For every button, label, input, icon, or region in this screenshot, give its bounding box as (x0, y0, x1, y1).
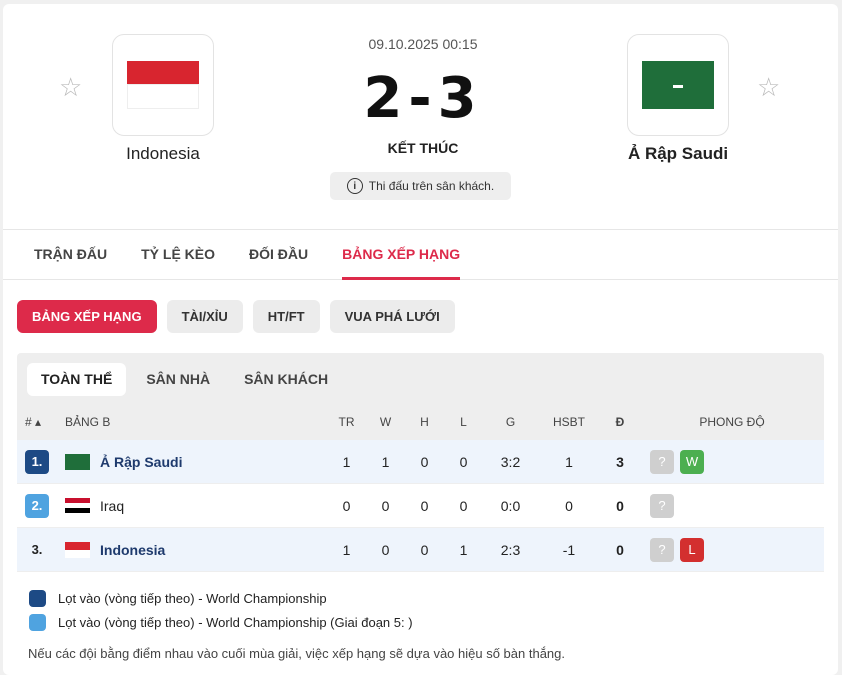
standings-subtabs: TOÀN THỂ SÂN NHÀ SÂN KHÁCH (17, 353, 824, 405)
legend-swatch (29, 589, 46, 607)
goal-diff: 0 (565, 497, 573, 514)
standings-table: TOÀN THỂ SÂN NHÀ SÂN KHÁCH # ▴ BẢNG B TR… (17, 353, 824, 572)
subtab-away[interactable]: SÂN KHÁCH (244, 370, 329, 387)
team-name[interactable]: Ả Rập Saudi (100, 453, 183, 470)
table-row[interactable]: 2. Iraq 0 0 0 0 0:0 0 0 ? (17, 484, 824, 528)
header-w[interactable]: W (379, 415, 392, 429)
main-tabs: TRẬN ĐẤU TỶ LỆ KÈO ĐỐI ĐẦU BẢNG XẾP HẠNG (3, 230, 838, 280)
team-name[interactable]: Indonesia (100, 541, 166, 558)
points: 3 (616, 453, 624, 470)
venue-note: i Thi đấu trên sân khách. (330, 172, 511, 200)
form-loss-badge[interactable]: L (680, 537, 704, 562)
wins: 1 (381, 453, 390, 470)
header-l[interactable]: L (460, 415, 467, 429)
legend-item: Lọt vào (vòng tiếp theo) - World Champio… (29, 610, 838, 634)
wins: 0 (381, 541, 390, 558)
goals: 2:3 (500, 541, 521, 558)
tab-standings[interactable]: BẢNG XẾP HẠNG (325, 230, 477, 280)
home-team-name[interactable]: Indonesia (126, 144, 200, 163)
pill-over-under[interactable]: TÀI/XỈU (166, 300, 243, 333)
tiebreak-footnote: Nếu các đội bằng điểm nhau vào cuối mùa … (28, 646, 566, 661)
indonesia-flag-icon (127, 61, 199, 109)
draws: 0 (420, 453, 429, 470)
form-win-badge[interactable]: W (680, 449, 704, 474)
legend-swatch (29, 613, 46, 631)
table-row[interactable]: 1. Ả Rập Saudi 1 1 0 0 3:2 1 3 ? W (17, 440, 824, 484)
form-unknown-badge[interactable]: ? (650, 449, 674, 474)
saudi-arabia-flag-icon (65, 453, 90, 470)
tab-h2h[interactable]: ĐỐI ĐẦU (249, 246, 309, 262)
header-points[interactable]: Đ (615, 415, 625, 429)
standings-type-pills: BẢNG XẾP HẠNG TÀI/XỈU HT/FT VUA PHÁ LƯỚI (3, 280, 838, 333)
pill-ht-ft[interactable]: HT/FT (252, 300, 320, 333)
header-tr[interactable]: TR (338, 415, 355, 429)
form-unknown-badge[interactable]: ? (650, 493, 674, 518)
tab-odds[interactable]: TỶ LỆ KÈO (141, 246, 216, 262)
away-team-name[interactable]: Ả Rập Saudi (627, 144, 729, 163)
played: 0 (342, 497, 351, 514)
favorite-home-star-icon[interactable]: ☆ (59, 72, 83, 102)
draws: 0 (420, 541, 429, 558)
draws: 0 (420, 497, 429, 514)
match-card: ☆ Indonesia 09.10.2025 00:15 2-3 KẾT THÚ… (3, 4, 838, 675)
venue-note-text: Thi đấu trên sân khách. (368, 179, 495, 193)
home-team-logo[interactable] (112, 34, 214, 136)
away-team-logo[interactable]: ▬ (627, 34, 729, 136)
losses: 0 (459, 497, 468, 514)
match-score: 2-3 (363, 66, 483, 131)
favorite-away-star-icon[interactable]: ☆ (757, 72, 781, 102)
wins: 0 (381, 497, 390, 514)
subtab-home[interactable]: SÂN NHÀ (146, 370, 211, 387)
goals: 3:2 (500, 453, 521, 470)
legend: Lọt vào (vòng tiếp theo) - World Champio… (3, 572, 838, 634)
table-row[interactable]: 3. Indonesia 1 0 0 1 2:3 -1 0 ? L (17, 528, 824, 572)
info-icon: i (346, 178, 363, 194)
match-status: KẾT THÚC (387, 140, 459, 156)
form-unknown-badge[interactable]: ? (650, 537, 674, 562)
points: 0 (616, 541, 624, 558)
points: 0 (616, 497, 624, 514)
played: 1 (342, 541, 351, 558)
played: 1 (342, 453, 351, 470)
tab-match[interactable]: TRẬN ĐẤU (34, 246, 108, 262)
goals: 0:0 (500, 497, 521, 514)
rank-badge: 1. (25, 449, 49, 474)
pill-standings[interactable]: BẢNG XẾP HẠNG (17, 300, 157, 333)
indonesia-flag-icon (65, 541, 90, 558)
iraq-flag-icon (65, 497, 90, 514)
legend-label: Lọt vào (vòng tiếp theo) - World Champio… (58, 590, 327, 606)
saudi-arabia-flag-icon: ▬ (642, 61, 714, 109)
header-g[interactable]: G (505, 415, 516, 429)
table-header: # ▴ BẢNG B TR W H L G HSBT Đ PHONG ĐỘ (17, 405, 824, 440)
pill-top-scorers[interactable]: VUA PHÁ LƯỚI (329, 300, 455, 333)
goal-diff: -1 (562, 541, 576, 558)
match-date: 09.10.2025 00:15 (368, 36, 478, 52)
team-name[interactable]: Iraq (100, 497, 125, 514)
goal-diff: 1 (565, 453, 573, 470)
header-form: PHONG ĐỘ (699, 415, 765, 429)
losses: 1 (459, 541, 468, 558)
header-hsbt[interactable]: HSBT (552, 415, 585, 429)
header-group: BẢNG B (65, 415, 111, 429)
legend-label: Lọt vào (vòng tiếp theo) - World Champio… (58, 614, 413, 630)
header-h[interactable]: H (420, 415, 429, 429)
rank-badge: 2. (25, 493, 49, 518)
losses: 0 (459, 453, 468, 470)
subtab-overall[interactable]: TOÀN THỂ (27, 362, 127, 396)
legend-item: Lọt vào (vòng tiếp theo) - World Champio… (29, 586, 838, 610)
rank-label: 3. (31, 541, 43, 557)
header-rank[interactable]: # ▴ (25, 415, 42, 429)
match-header: ☆ Indonesia 09.10.2025 00:15 2-3 KẾT THÚ… (3, 4, 838, 230)
